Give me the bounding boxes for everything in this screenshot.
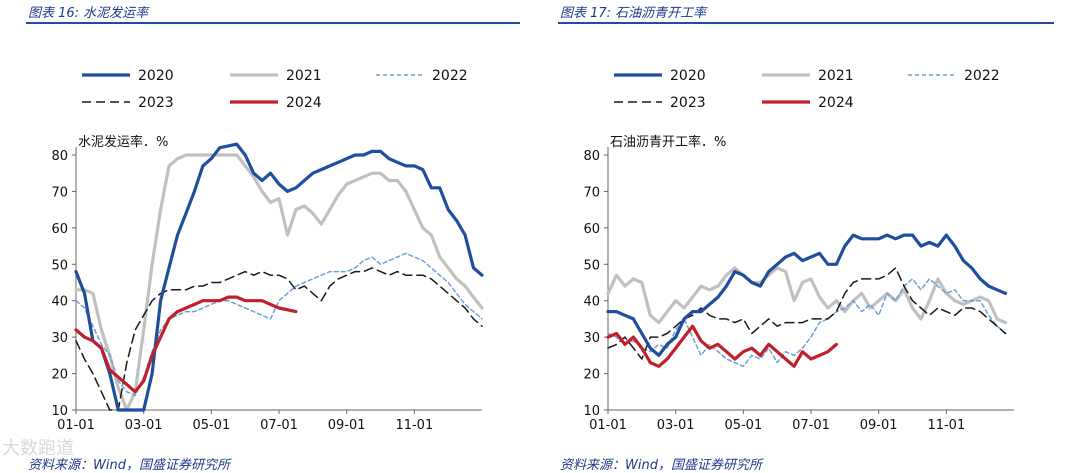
x-tick-label: 09-01 xyxy=(328,418,366,433)
y-tick-label: 10 xyxy=(583,404,600,419)
series-line-2020 xyxy=(606,233,1008,357)
y-tick-label: 20 xyxy=(51,368,68,383)
panel-left-title: 图表 16: 水泥发运率 xyxy=(28,6,149,21)
x-tick-label: 01-01 xyxy=(57,418,95,433)
y-tick-label: 50 xyxy=(583,258,600,273)
panel-right-title: 图表 17: 石油沥青开工率 xyxy=(560,6,707,21)
series-line-2021 xyxy=(74,153,484,412)
legend-label-2024: 2024 xyxy=(286,95,322,111)
y-tick-label: 80 xyxy=(51,149,68,164)
series-line-2020 xyxy=(74,142,484,412)
y-axis-label: 石油沥青开工率．% xyxy=(610,134,726,150)
legend-label-2020: 2020 xyxy=(670,68,706,84)
y-axis-label: 水泥发运率．% xyxy=(78,134,168,150)
y-tick-label: 50 xyxy=(51,258,68,273)
y-tick-label: 70 xyxy=(51,185,68,200)
cement-shipment-chart: 2020 2021 2022 2023 2024 水泥发运率．% 10 20 30 40 50 60 7… xyxy=(51,68,484,433)
x-tick-label: 03-01 xyxy=(657,418,695,433)
asphalt-operating-chart: 2020 2021 2022 2023 2024 石油沥青开工率．% 10 20 30 40 50 6… xyxy=(583,68,1014,433)
series-line-2024 xyxy=(606,324,838,368)
x-tick-label: 05-01 xyxy=(724,418,762,433)
y-tick-label: 70 xyxy=(583,185,600,200)
legend-label-2021: 2021 xyxy=(286,68,322,84)
x-tick-label: 05-01 xyxy=(192,418,230,433)
legend-label-2022: 2022 xyxy=(432,68,468,84)
legend-label-2024: 2024 xyxy=(818,95,854,111)
x-tick-label: 07-01 xyxy=(260,418,298,433)
y-tick-label: 60 xyxy=(51,222,68,237)
legend-label-2023: 2023 xyxy=(670,95,706,111)
legend-label-2022: 2022 xyxy=(964,68,1000,84)
y-tick-label: 40 xyxy=(583,295,600,310)
legend-label-2023: 2023 xyxy=(138,95,174,111)
x-tick-label: 11-01 xyxy=(395,418,433,433)
y-tick-label: 80 xyxy=(583,149,600,164)
x-tick-label: 03-01 xyxy=(125,418,163,433)
panel-left-source: 资料来源：Wind，国盛证券研究所 xyxy=(28,458,230,473)
series-line-2024 xyxy=(74,295,298,394)
legend-label-2021: 2021 xyxy=(818,68,854,84)
y-tick-label: 60 xyxy=(583,222,600,237)
series-line-2023 xyxy=(75,267,483,411)
x-tick-label: 09-01 xyxy=(860,418,898,433)
x-tick-label: 01-01 xyxy=(589,418,627,433)
y-tick-label: 10 xyxy=(51,404,68,419)
y-tick-label: 30 xyxy=(51,331,68,346)
x-tick-label: 11-01 xyxy=(927,418,965,433)
series-line-2021 xyxy=(606,266,1008,325)
watermark-logo: 大数跑道 xyxy=(2,438,74,459)
series-line-2022 xyxy=(607,278,1007,368)
panel-left-title-rule xyxy=(26,22,520,24)
panel-right-source: 资料来源：Wind，国盛证券研究所 xyxy=(560,458,762,473)
series-line-2023 xyxy=(607,267,1007,360)
y-tick-label: 20 xyxy=(583,368,600,383)
x-tick-label: 07-01 xyxy=(792,418,830,433)
y-tick-label: 30 xyxy=(583,331,600,346)
panel-right-title-rule xyxy=(558,22,1054,24)
y-tick-label: 40 xyxy=(51,295,68,310)
legend-label-2020: 2020 xyxy=(138,68,174,84)
